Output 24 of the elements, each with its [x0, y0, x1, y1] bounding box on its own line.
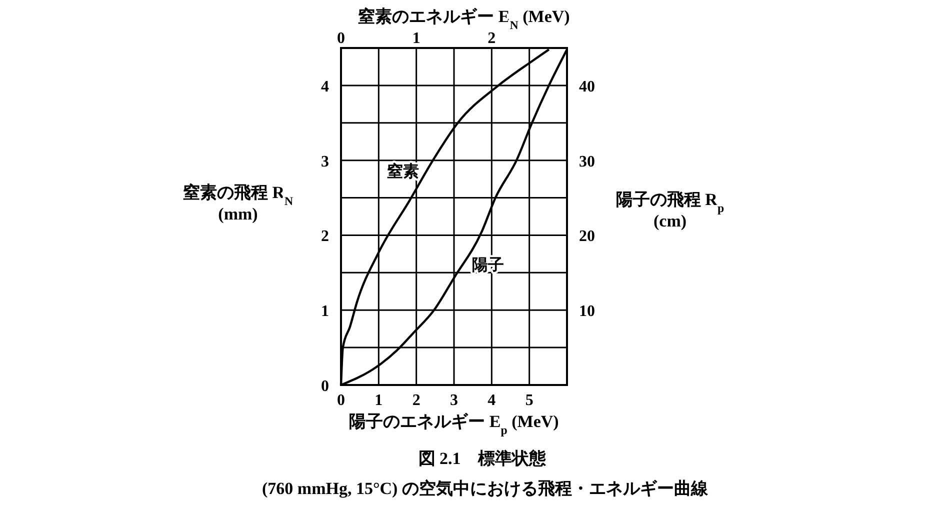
x-axis-title: 陽子のエネルギー E$_{p}$ (MeV) — [349, 412, 559, 437]
x-tick-label: 1 — [374, 392, 383, 409]
x2-tick-label: 0 — [337, 30, 345, 47]
text: (760 mmHg, 15°C) の空気中における飛程・エネルギー曲線 — [262, 479, 709, 498]
y-tick-label: 4 — [321, 78, 329, 96]
y-tick-label: 3 — [321, 153, 329, 170]
text: 図 2.1 標準状態 — [418, 449, 547, 468]
y-tick-label: 2 — [321, 228, 329, 246]
text: 窒素の飛程 R$_{N}$ (mm) — [182, 183, 294, 224]
x2-tick-label: 1 — [412, 30, 420, 47]
y-tick-label: 0 — [321, 378, 329, 395]
y2-tick-label: 40 — [579, 78, 595, 96]
x-tick-label: 3 — [450, 392, 458, 409]
y2-tick-label: 10 — [579, 303, 595, 320]
y-tick-label: 1 — [321, 303, 329, 320]
text: 陽子の飛程 R$_{p}$ (cm) — [616, 190, 724, 230]
x-tick-label: 2 — [412, 392, 420, 409]
y2-tick-label: 20 — [579, 228, 595, 246]
x-tick-label: 5 — [525, 392, 534, 409]
x-tick-label: 4 — [488, 392, 496, 409]
y2-tick-label: 30 — [579, 153, 595, 170]
x-tick-label: 0 — [337, 392, 345, 409]
x2-tick-label: 2 — [488, 30, 496, 47]
x2-axis-title: 窒素のエネルギー E$_{N}$ (MeV) — [358, 7, 570, 32]
